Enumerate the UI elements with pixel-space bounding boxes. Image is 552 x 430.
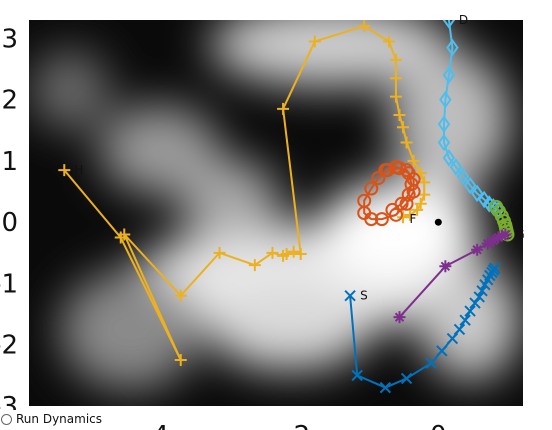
minimum-point — [435, 219, 442, 226]
point-label-a: A — [508, 200, 517, 214]
energy-landscape-background — [29, 3, 523, 406]
y-tick-label: -2 — [0, 331, 18, 361]
x-tick-label: 0 — [430, 421, 447, 430]
point-label-d: D — [459, 13, 468, 27]
point-label-h: H — [74, 163, 83, 177]
run-dynamics-control[interactable]: Run Dynamics — [0, 410, 106, 428]
point-label-s: S — [360, 289, 368, 303]
x-tick-label: -4 — [143, 421, 169, 430]
point-label-g: G — [515, 227, 524, 241]
y-tick-label: 1 — [1, 147, 18, 177]
y-tick-label: 0 — [1, 208, 18, 238]
point-label-f: F — [410, 212, 417, 226]
y-tick-label: 2 — [1, 86, 18, 116]
run-dynamics-label: Run Dynamics — [16, 412, 102, 426]
y-tick-label: 3 — [1, 24, 18, 54]
run-dynamics-radio[interactable] — [1, 414, 12, 425]
y-tick-label: -1 — [0, 269, 18, 299]
x-tick-label: -2 — [284, 421, 310, 430]
